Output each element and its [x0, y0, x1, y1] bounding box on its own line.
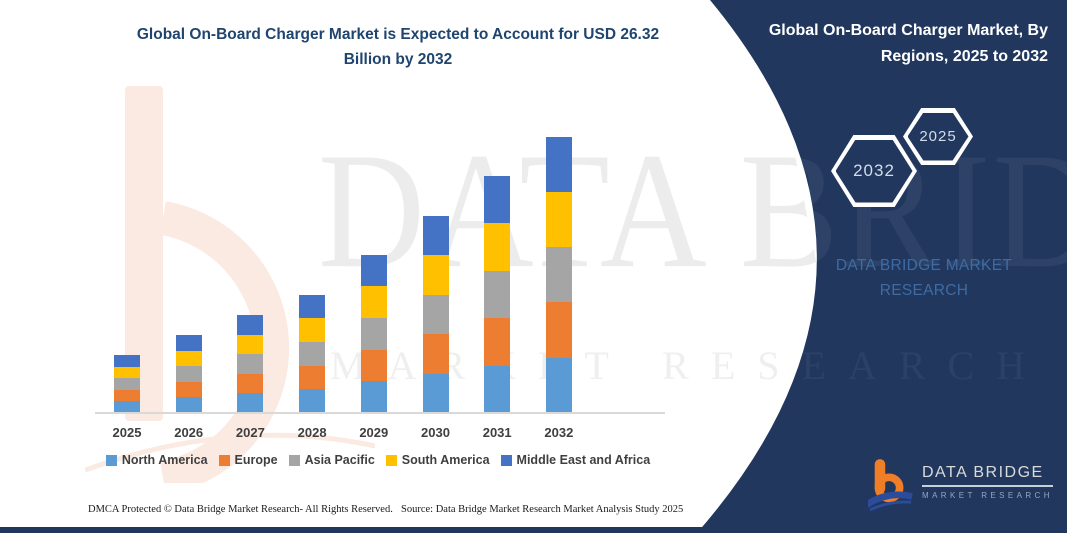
dbmr-logo: DATA BRIDGE MARKET RESEARCH: [868, 456, 1053, 512]
legend-label: Europe: [234, 453, 278, 467]
dbmr-logo-subtitle: MARKET RESEARCH: [922, 491, 1053, 500]
legend-swatch: [105, 454, 117, 466]
bar-segment-2030-south-america: [422, 255, 449, 295]
bar-segment-2027-middle-east-and-africa: [237, 315, 264, 335]
legend-swatch: [218, 454, 230, 466]
bar-segment-2025-south-america: [114, 366, 140, 379]
bar-segment-2030-asia-pacific: [422, 294, 449, 335]
dbmr-logo-name: DATA BRIDGE: [922, 464, 1053, 487]
dbmr-wordmark: DATA BRIDGE MARKET RESEARCH: [798, 253, 1050, 303]
bar-segment-2029-north-america: [360, 381, 387, 413]
x-axis-line: [95, 412, 665, 414]
chart-title-line1: Global On-Board Charger Market is Expect…: [136, 26, 660, 43]
x-axis-label-2025: 2025: [112, 425, 142, 440]
dbmr-logo-icon: [868, 459, 913, 512]
bar-segment-2031-south-america: [484, 223, 511, 271]
bar-segment-2027-europe: [237, 373, 264, 394]
legend-swatch: [500, 454, 512, 466]
x-axis-label-2027: 2027: [235, 425, 265, 440]
x-axis-label-2029: 2029: [359, 425, 389, 440]
bar-segment-2032-south-america: [545, 192, 572, 248]
bar-segment-2026-asia-pacific: [175, 366, 202, 382]
bar-segment-2032-asia-pacific: [545, 247, 572, 303]
dbmr-wordmark-line1: DATA BRIDGE MARKET: [835, 257, 1013, 274]
bar-segment-2025-asia-pacific: [114, 378, 140, 390]
bar-segment-2029-europe: [360, 349, 387, 382]
x-axis-label-2030: 2030: [421, 425, 450, 440]
legend-item-north-america: North America: [105, 453, 208, 467]
bar-segment-2032-europe: [545, 302, 572, 358]
bar-segment-2030-north-america: [422, 373, 449, 413]
bar-segment-2026-europe: [175, 381, 202, 398]
legend-item-middle-east-and-africa: Middle East and Africa: [500, 453, 651, 467]
bar-segment-2031-middle-east-and-africa: [484, 176, 511, 224]
bar-segment-2028-europe: [299, 365, 326, 390]
hexagon-2032-label: 2032: [835, 139, 913, 203]
bar-segment-2027-south-america: [237, 334, 264, 355]
panel-title-line1: Global On-Board Charger Market, By: [768, 22, 1048, 39]
bar-segment-2032-north-america: [545, 357, 572, 413]
footer-source: Source: Data Bridge Market Research Mark…: [401, 504, 684, 515]
hexagon-2032: 2032: [831, 135, 917, 207]
x-axis-label-2032: 2032: [544, 425, 574, 440]
legend-item-south-america: South America: [385, 453, 490, 467]
bar-segment-2027-asia-pacific: [237, 354, 264, 374]
legend-label: North America: [121, 453, 208, 467]
bar-segment-2026-south-america: [175, 350, 202, 367]
bar-segment-2030-europe: [422, 334, 449, 374]
bar-segment-2029-middle-east-and-africa: [360, 254, 387, 287]
bar-segment-2027-north-america: [237, 393, 264, 413]
x-axis-label-2026: 2026: [174, 425, 204, 440]
bar-segment-2028-asia-pacific: [299, 341, 326, 366]
bar-segment-2030-middle-east-and-africa: [422, 215, 449, 256]
bar-segment-2032-middle-east-and-africa: [545, 137, 572, 193]
x-axis-label-2028: 2028: [297, 425, 327, 440]
chart-title-line2: Billion by 2032: [343, 51, 453, 68]
bottom-accent-strip: [0, 527, 1067, 533]
legend-label: South America: [401, 453, 490, 467]
bar-segment-2031-asia-pacific: [484, 270, 511, 319]
x-axis-label-2031: 2031: [482, 425, 512, 440]
legend-label: Middle East and Africa: [516, 453, 651, 467]
footer-dmca: DMCA Protected © Data Bridge Market Rese…: [88, 504, 393, 515]
bar-segment-2025-europe: [114, 389, 140, 402]
panel-title-line2: Regions, 2025 to 2032: [880, 48, 1048, 65]
bar-segment-2028-north-america: [299, 389, 326, 413]
bar-segment-2026-middle-east-and-africa: [175, 335, 202, 351]
legend: North America Europe Asia Pacific South Ame…: [85, 453, 671, 467]
bar-segment-2028-south-america: [299, 318, 326, 342]
hexagon-2025-label: 2025: [907, 112, 969, 161]
bar-segment-2026-north-america: [175, 397, 202, 413]
legend-swatch: [288, 454, 300, 466]
dbmr-logo-text: DATA BRIDGE MARKET RESEARCH: [922, 456, 1053, 500]
dbmr-wordmark-line2: RESEARCH: [879, 282, 969, 299]
legend-item-asia-pacific: Asia Pacific: [288, 453, 375, 467]
chart-title: Global On-Board Charger Market is Expect…: [95, 22, 701, 72]
panel-title: Global On-Board Charger Market, By Regio…: [718, 18, 1048, 70]
legend-swatch: [385, 454, 397, 466]
bar-segment-2025-middle-east-and-africa: [114, 355, 140, 367]
legend-item-europe: Europe: [218, 453, 278, 467]
bar-segment-2028-middle-east-and-africa: [299, 294, 326, 319]
bar-segment-2031-europe: [484, 318, 511, 366]
bar-segment-2029-asia-pacific: [360, 317, 387, 350]
bar-segment-2029-south-america: [360, 286, 387, 318]
bar-segment-2031-north-america: [484, 365, 511, 413]
legend-label: Asia Pacific: [304, 453, 375, 467]
